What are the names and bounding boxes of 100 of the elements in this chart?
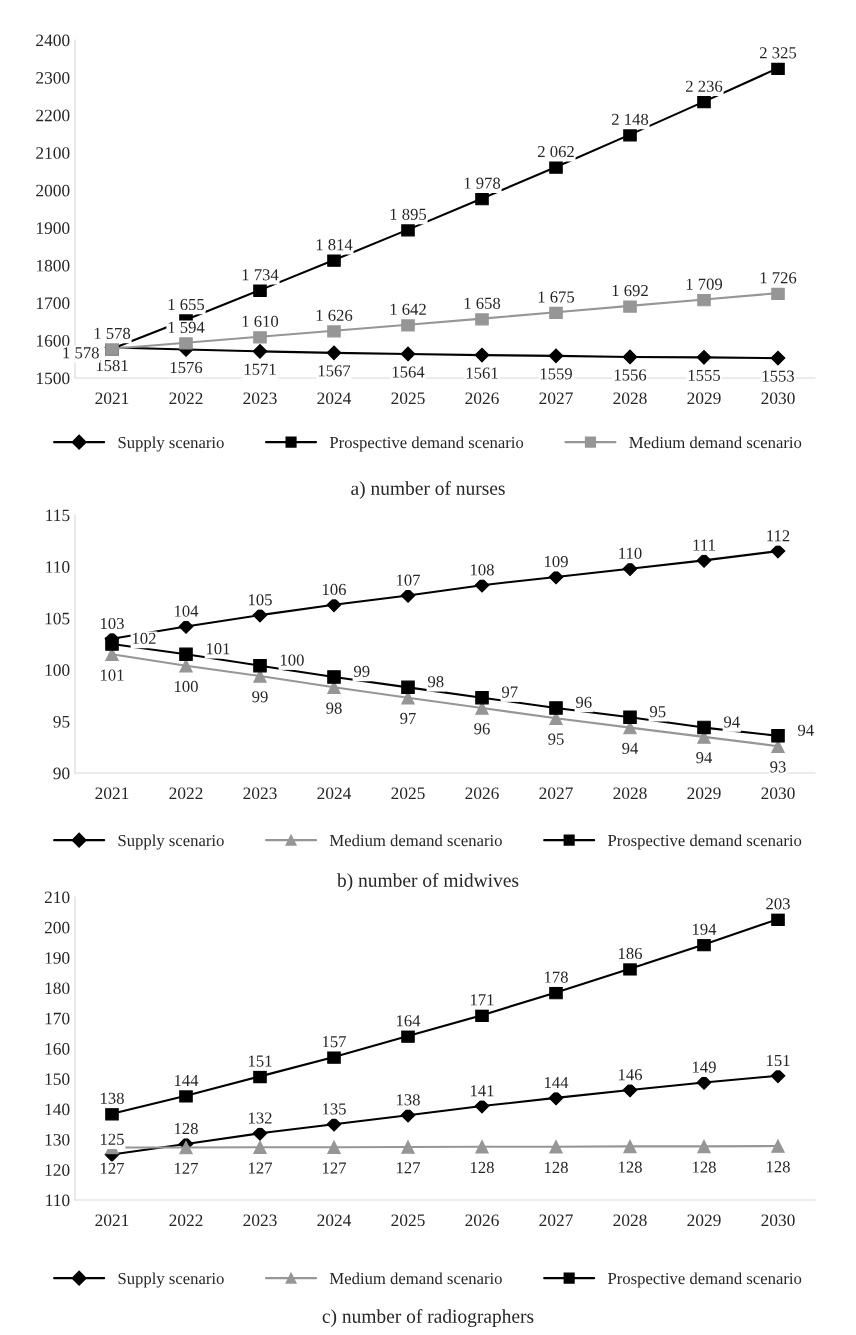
data-label: 127 [248, 1162, 273, 1174]
legend-label: Supply scenario [118, 436, 224, 452]
data-label: 1 610 [242, 315, 279, 327]
data-label: 110 [619, 547, 642, 559]
data-label: 94 [723, 716, 740, 728]
y-tick-label: 150 [45, 1073, 70, 1085]
legend-label: Prospective demand scenario [607, 1272, 802, 1288]
data-label: 101 [100, 669, 124, 681]
point [253, 283, 267, 297]
data-label: 1 709 [686, 278, 723, 290]
point [474, 577, 490, 593]
data-label: 128 [544, 1161, 568, 1174]
point [697, 937, 711, 952]
data-label: 1561 [466, 367, 498, 379]
data-label: 125 [100, 1133, 124, 1145]
point [178, 619, 194, 634]
y-tick-label: 120 [45, 1164, 70, 1176]
x-tick-label: 2027 [539, 392, 573, 405]
data-label: 203 [766, 898, 790, 910]
point [622, 1082, 638, 1098]
x-tick-label: 2022 [169, 1214, 203, 1227]
y-tick-label: 105 [45, 612, 70, 625]
data-label: 1559 [540, 368, 572, 380]
point [697, 1139, 711, 1154]
data-label: 128 [766, 1161, 790, 1173]
data-label: 99 [353, 665, 370, 678]
data-label: 1556 [614, 369, 647, 381]
point [327, 1050, 341, 1064]
point [549, 160, 563, 174]
y-tick-label: 2400 [36, 34, 70, 47]
data-label: 112 [767, 530, 790, 542]
data-label: 2 148 [611, 113, 649, 125]
data-label: 141 [470, 1085, 494, 1097]
point [771, 286, 785, 300]
x-tick-label: 2026 [465, 392, 499, 405]
x-tick-label: 2022 [169, 787, 203, 800]
y-tick-label: 100 [45, 664, 70, 676]
x-tick-label: 2024 [317, 1214, 352, 1227]
point [549, 985, 563, 1000]
x-tick-label: 2028 [613, 1214, 647, 1227]
data-label: 1567 [318, 365, 351, 377]
x-tick-label: 2021 [95, 787, 129, 800]
point [326, 597, 342, 613]
data-label: 95 [649, 706, 666, 718]
x-tick-label: 2027 [539, 1214, 573, 1227]
x-tick-label: 2026 [465, 787, 499, 800]
y-tick-label: 160 [45, 1042, 70, 1055]
data-label: 135 [322, 1103, 346, 1115]
data-label: 128 [692, 1161, 716, 1173]
data-label: 101 [206, 643, 230, 655]
data-label: 1 675 [538, 291, 575, 303]
point [549, 1139, 563, 1154]
point [622, 561, 638, 577]
data-label: 2 236 [685, 80, 723, 92]
point [105, 1106, 119, 1121]
point [327, 253, 341, 267]
data-label: 99 [252, 691, 268, 703]
data-label: 98 [427, 676, 444, 688]
data-label: 93 [770, 761, 786, 773]
data-label: 149 [692, 1061, 716, 1073]
data-label: 97 [400, 712, 416, 725]
data-label: 127 [396, 1162, 421, 1174]
data-label: 138 [100, 1092, 124, 1104]
y-tick-label: 2000 [36, 184, 70, 197]
y-tick-label: 210 [44, 891, 70, 904]
point [401, 1029, 415, 1043]
point [696, 349, 712, 365]
point [475, 690, 489, 705]
data-label: 1564 [392, 366, 425, 378]
point [475, 191, 489, 206]
y-tick-label: 200 [44, 921, 70, 934]
data-label: 1 626 [316, 309, 353, 321]
point [623, 299, 637, 313]
data-label: 1 594 [168, 321, 205, 333]
data-label: 105 [248, 594, 272, 606]
point [697, 720, 711, 735]
data-label: 107 [396, 574, 421, 586]
data-label: 127 [100, 1162, 125, 1174]
point [475, 1008, 489, 1022]
y-tick-label: 95 [53, 715, 70, 728]
point [179, 1140, 193, 1155]
point [401, 222, 415, 237]
point [697, 292, 711, 307]
x-tick-label: 2030 [761, 392, 795, 405]
point [400, 588, 416, 603]
y-tick-label: 115 [46, 509, 70, 522]
x-tick-label: 2029 [687, 787, 721, 800]
x-tick-label: 2021 [95, 1214, 129, 1227]
data-label: 111 [693, 539, 715, 551]
text: c) number of radiographers [322, 1309, 534, 1327]
data-label: 1 655 [168, 298, 205, 311]
data-label: 94 [622, 742, 639, 754]
legend-label: Prospective demand scenario [607, 834, 802, 850]
x-tick-label: 2023 [243, 1214, 277, 1227]
point [548, 348, 564, 364]
data-label: 96 [474, 723, 490, 735]
y-tick-label: 1800 [36, 259, 70, 272]
point [697, 94, 711, 109]
y-tick-label: 2100 [36, 147, 70, 159]
data-label: 2 062 [537, 145, 574, 158]
